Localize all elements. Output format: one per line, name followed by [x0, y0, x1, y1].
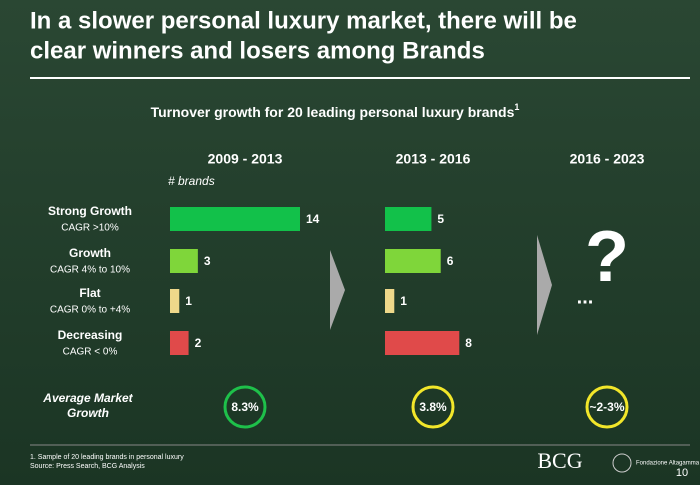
average-label: Average Market [42, 391, 133, 405]
category-label: Decreasing [58, 328, 123, 342]
average-label: Growth [67, 406, 109, 420]
bar [385, 249, 441, 273]
column-title: 2009 - 2013 [208, 151, 283, 167]
bar [170, 249, 198, 273]
bar [170, 289, 180, 313]
growth-circle [585, 385, 629, 429]
logo: Fondazione Altagamma [636, 461, 700, 467]
value-label: 3 [204, 254, 211, 268]
value-label: 14 [306, 212, 320, 226]
category-note: CAGR 4% to 10% [50, 265, 130, 276]
footnote-ref: 1 [514, 102, 519, 112]
growth-value: ~2-3% [589, 400, 624, 414]
subtitle-text: Turnover growth for 20 leading personal … [151, 104, 515, 120]
question-mark: ? [585, 217, 629, 297]
growth-circle [223, 385, 267, 429]
bar [385, 331, 460, 355]
column-title: 2016 - 2023 [570, 151, 645, 167]
bar [385, 289, 395, 313]
subtitle: Turnover growth for 20 leading personal … [151, 102, 520, 119]
category-note: CAGR < 0% [63, 347, 118, 358]
bar [170, 331, 189, 355]
value-label: 8 [465, 336, 472, 350]
footnote: Source: Press Search, BCG Analysis [30, 463, 145, 470]
growth-circle [411, 385, 455, 429]
bar [170, 207, 300, 231]
unit-label: # brands [168, 174, 215, 188]
growth-value: 3.8% [419, 400, 447, 414]
category-label: Flat [79, 286, 100, 300]
bar [385, 207, 432, 231]
page-number: 10 [676, 467, 688, 479]
category-label: Growth [69, 246, 111, 260]
ellipsis: ... [577, 286, 594, 308]
arrow [537, 235, 552, 335]
value-label: 2 [195, 336, 202, 350]
category-note: CAGR >10% [61, 223, 119, 234]
growth-value: 8.3% [231, 400, 259, 414]
title: clear winners and losers among Brands [30, 37, 485, 64]
footnote: 1. Sample of 20 leading brands in person… [30, 454, 184, 461]
value-label: 1 [185, 294, 192, 308]
logo-icon [612, 453, 632, 473]
category-label: Strong Growth [48, 204, 132, 218]
value-label: 6 [447, 254, 454, 268]
arrow [330, 250, 345, 330]
category-note: CAGR 0% to +4% [50, 305, 130, 316]
column-title: 2013 - 2016 [396, 151, 471, 167]
value-label: 5 [437, 212, 444, 226]
value-label: 1 [400, 294, 407, 308]
logo: BCG [537, 448, 582, 473]
title: In a slower personal luxury market, ther… [30, 7, 577, 34]
